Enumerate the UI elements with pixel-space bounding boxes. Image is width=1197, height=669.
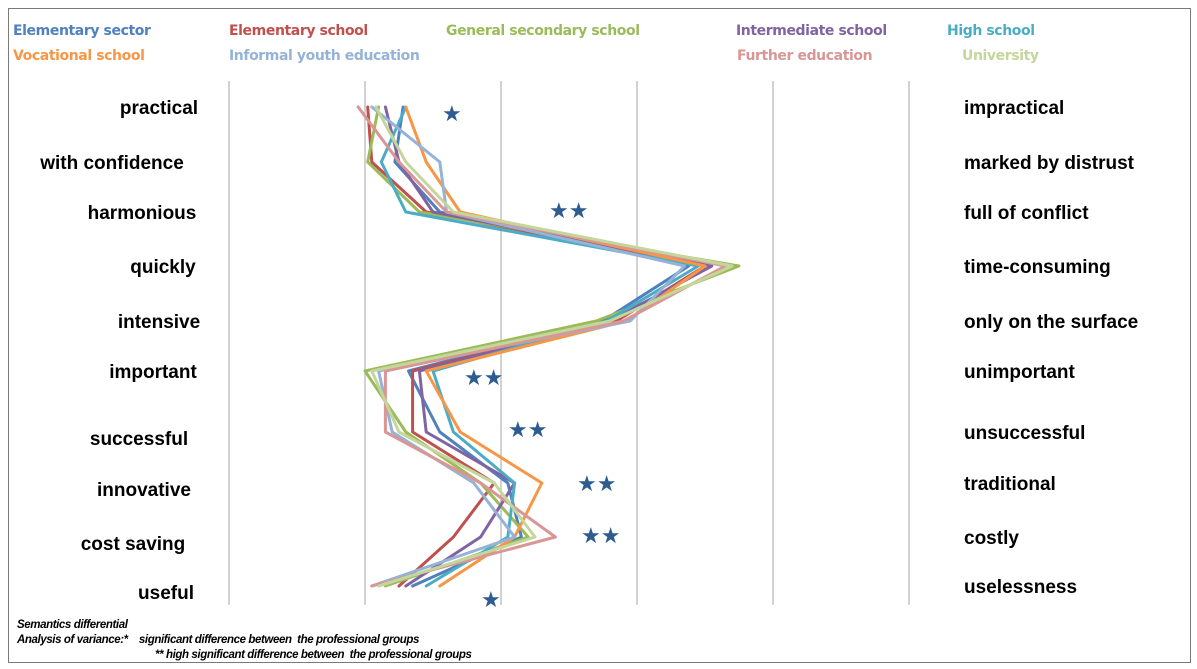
legend-item-legend_row1-2: General secondary school xyxy=(446,23,640,39)
significance-star-9: ★ xyxy=(481,588,501,613)
series-lines xyxy=(356,105,741,588)
left-label-8: cost saving xyxy=(81,534,186,555)
legend-item-legend_row2-0: Vocational school xyxy=(13,48,144,64)
series-line-intermediate-school xyxy=(383,105,714,588)
gridlines xyxy=(228,81,910,605)
left-label-2: harmonious xyxy=(88,203,197,224)
right-label-2: full of conflict xyxy=(964,203,1089,224)
legend-item-legend_row2-1: Informal youth education xyxy=(229,48,419,64)
significance-star-7: ★★ xyxy=(577,472,616,497)
series-line-high-school xyxy=(379,105,700,588)
left-label-3: quickly xyxy=(130,257,196,278)
right-label-1: marked by distrust xyxy=(964,153,1135,174)
note-significant: Analysis of variance:* significant diffe… xyxy=(17,634,419,646)
left-label-0: practical xyxy=(120,98,198,119)
right-label-8: costly xyxy=(964,528,1019,549)
legend-item-legend_row2-2: Further education xyxy=(737,48,872,64)
significance-star-0: ★ xyxy=(442,102,462,127)
left-label-4: intensive xyxy=(118,312,200,333)
left-label-9: useful xyxy=(138,583,194,604)
right-label-6: unsuccessful xyxy=(964,423,1085,444)
note-title: Semantics differential xyxy=(17,619,128,631)
legend-item-legend_row1-3: Intermediate school xyxy=(736,23,887,39)
left-label-6: successful xyxy=(90,429,188,450)
significance-star-6: ★★ xyxy=(508,418,547,443)
right-label-3: time-consuming xyxy=(964,257,1111,278)
right-label-5: unimportant xyxy=(964,362,1075,383)
significance-star-8: ★★ xyxy=(581,524,620,549)
scale-labels: practical with confidence harmonious quickl… xyxy=(39,98,1138,604)
significance-star-5: ★★ xyxy=(464,366,503,391)
series-line-vocational-school xyxy=(404,105,707,588)
left-label-1: with confidence xyxy=(39,153,184,174)
left-label-7: innovative xyxy=(97,480,191,501)
chart-svg: Elementary sector Elementary school Genera… xyxy=(13,23,1138,613)
legend-item-legend_row1-4: High school xyxy=(947,23,1035,39)
legend: Elementary sector Elementary school Genera… xyxy=(13,23,1039,64)
left-label-5: important xyxy=(109,362,197,383)
right-label-7: traditional xyxy=(964,474,1056,495)
significance-star-2: ★★ xyxy=(549,199,588,224)
significance-stars: ★★★★★★★★★★★★ xyxy=(442,102,620,613)
series-line-further-education xyxy=(356,105,727,588)
series-line-university xyxy=(370,105,734,588)
chart-frame: Elementary sector Elementary school Genera… xyxy=(8,8,1191,663)
legend-item-legend_row1-1: Elementary school xyxy=(229,23,368,39)
series-line-elementary-school xyxy=(366,105,707,588)
legend-item-legend_row1-0: Elementary sector xyxy=(13,23,151,39)
right-label-0: impractical xyxy=(964,98,1064,119)
note-high-significant: ** high significant difference between t… xyxy=(155,649,472,661)
right-label-4: only on the surface xyxy=(964,312,1138,333)
legend-item-legend_row2-3: University xyxy=(962,48,1039,64)
right-label-9: uselessness xyxy=(964,577,1077,598)
